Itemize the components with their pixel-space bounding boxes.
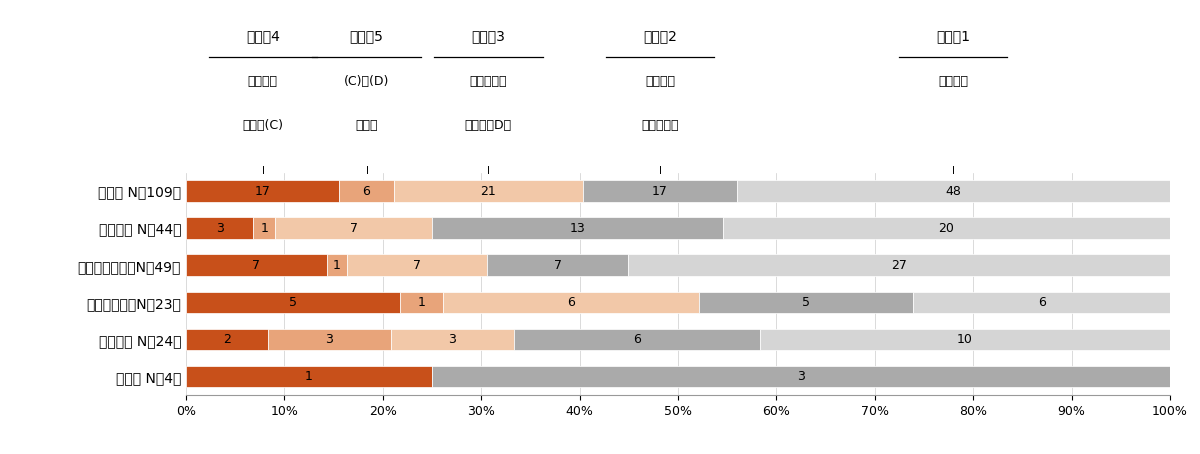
Bar <box>186 180 340 202</box>
Bar <box>186 254 326 276</box>
Bar <box>722 217 1170 239</box>
Bar <box>583 180 737 202</box>
Bar <box>760 329 1170 350</box>
Bar <box>253 217 276 239</box>
Text: 5: 5 <box>803 296 810 309</box>
Bar <box>340 180 394 202</box>
Text: 21: 21 <box>480 185 497 197</box>
Text: 7: 7 <box>349 222 358 235</box>
Text: (C)と(D): (C)と(D) <box>344 75 389 88</box>
Bar <box>628 254 1170 276</box>
Text: 言及のみ: 言及のみ <box>644 75 674 88</box>
Text: 心身機能の: 心身機能の <box>469 75 508 88</box>
Bar <box>432 217 722 239</box>
Text: 27: 27 <box>890 259 907 271</box>
Text: 48: 48 <box>946 185 961 197</box>
Text: 1: 1 <box>332 259 341 271</box>
Text: 6: 6 <box>1038 296 1045 309</box>
Bar <box>394 180 583 202</box>
Bar <box>186 329 268 350</box>
Text: 脆弱性（D）: 脆弱性（D） <box>464 119 512 133</box>
Text: （問題無）: （問題無） <box>641 119 679 133</box>
Bar <box>487 254 628 276</box>
Text: 1: 1 <box>260 222 269 235</box>
Text: タイプ4: タイプ4 <box>246 30 280 44</box>
Text: の両方: の両方 <box>355 119 378 133</box>
Text: 6: 6 <box>634 333 641 346</box>
Text: 7: 7 <box>252 259 260 271</box>
Text: 言及なし: 言及なし <box>938 75 968 88</box>
Bar <box>186 365 432 387</box>
Text: 7: 7 <box>553 259 562 271</box>
Bar <box>443 291 700 313</box>
Text: タイプ1: タイプ1 <box>936 30 971 44</box>
Bar <box>347 254 487 276</box>
Bar <box>514 329 760 350</box>
Bar <box>700 291 913 313</box>
Text: 13: 13 <box>570 222 586 235</box>
Text: 6: 6 <box>568 296 575 309</box>
Bar <box>737 180 1170 202</box>
Text: タイプ5: タイプ5 <box>349 30 384 44</box>
Bar <box>913 291 1170 313</box>
Text: 2: 2 <box>223 333 230 346</box>
Text: 生活環境: 生活環境 <box>247 75 277 88</box>
Text: タイプ2: タイプ2 <box>643 30 677 44</box>
Bar <box>186 291 400 313</box>
Text: タイプ3: タイプ3 <box>472 30 505 44</box>
Bar <box>432 365 1170 387</box>
Bar <box>400 291 443 313</box>
Text: の変化(C): の変化(C) <box>242 119 283 133</box>
Text: 20: 20 <box>938 222 954 235</box>
Text: 1: 1 <box>418 296 425 309</box>
Text: 10: 10 <box>958 333 973 346</box>
Text: 5: 5 <box>289 296 296 309</box>
Bar <box>276 217 432 239</box>
Bar <box>186 217 253 239</box>
Bar <box>391 329 514 350</box>
Text: 6: 6 <box>362 185 371 197</box>
Text: 3: 3 <box>325 333 334 346</box>
Text: 3: 3 <box>449 333 456 346</box>
Text: 7: 7 <box>413 259 421 271</box>
Bar <box>268 329 391 350</box>
Text: 1: 1 <box>305 370 313 383</box>
Bar <box>326 254 347 276</box>
Text: 3: 3 <box>797 370 805 383</box>
Text: 3: 3 <box>216 222 223 235</box>
Text: 17: 17 <box>652 185 668 197</box>
Text: 17: 17 <box>254 185 271 197</box>
